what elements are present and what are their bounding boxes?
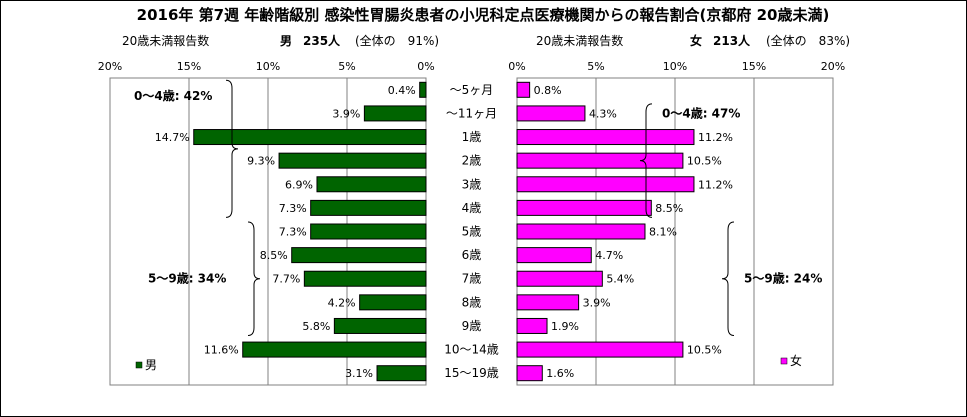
male-bar [419,81,427,98]
male-bar [310,223,427,240]
male-data-label: 0.4% [388,84,416,97]
category-label: 6歳 [462,248,482,262]
female-data-label: 3.9% [583,296,611,309]
female-data-label: 5.4% [606,273,634,286]
female-data-label: 4.7% [595,249,623,262]
male-x-tick-label: 0% [417,60,434,73]
male-bracket-label-5-9: 5～9歳: 34% [148,271,226,286]
female-header-count: 213人 [713,33,751,48]
male-data-label: 14.7% [155,131,190,144]
male-x-tick-label: 5% [338,60,355,73]
male-data-label: 3.1% [345,367,373,380]
category-label: 9歳 [462,319,482,333]
male-bar [333,317,427,334]
male-data-label: 4.2% [328,296,356,309]
male-bar [291,247,427,264]
female-bracket-label-0-4: 0～4歳: 47% [662,105,740,120]
male-bar [303,270,427,287]
female-x-tick-label: 20% [821,60,845,73]
female-bracket-5-9 [721,221,735,336]
male-x-tick-label: 15% [177,60,201,73]
category-label: 8歳 [462,295,482,309]
female-data-label: 1.6% [546,367,574,380]
male-data-label: 9.3% [247,155,275,168]
female-data-label: 8.1% [649,226,677,239]
male-data-label: 5.8% [302,320,330,333]
chart-title: 2016年 第7週 年齢階級別 感染性胃腸炎患者の小児科定点医療機関からの報告割… [137,6,830,24]
female-x-tick-label: 10% [663,60,687,73]
female-bar [516,81,531,98]
female-bracket-label-5-9: 5～9歳: 24% [744,271,822,286]
male-header-metric: 20歳未満報告数 [122,33,209,48]
female-bar [516,152,684,169]
female-bar [516,247,592,264]
male-bar [193,129,427,146]
female-bar [516,199,652,216]
category-label: 15～19歳 [444,366,499,380]
male-data-label: 11.6% [204,344,239,357]
female-bar [516,365,543,382]
female-legend-label: 女 [790,353,802,368]
male-data-label: 6.9% [285,178,313,191]
female-bar [516,105,586,122]
female-bar [516,270,603,287]
male-x-tick-label: 10% [256,60,280,73]
male-data-label: 7.7% [272,273,300,286]
category-label: 7歳 [462,272,482,286]
male-x-tick-label: 20% [98,60,122,73]
category-label: ～11ヶ月 [446,106,497,120]
male-data-label: 8.5% [260,249,288,262]
male-bar [316,176,427,193]
female-data-label: 1.9% [551,320,579,333]
female-data-label: 4.3% [589,107,617,120]
category-label: 3歳 [462,177,482,191]
male-bracket-5-9 [247,221,261,336]
female-header-metric: 20歳未満報告数 [536,33,623,48]
female-header-share: (全体の 83%) [766,33,850,48]
category-label: 4歳 [462,201,482,215]
male-bracket-0-4 [225,79,239,218]
female-bar [516,294,580,311]
female-data-label: 11.2% [698,178,733,191]
male-header-share: (全体の 91%) [355,33,439,48]
female-bar [516,129,695,146]
category-label: ～5ヶ月 [450,83,494,97]
category-label: 2歳 [462,154,482,168]
male-header-sex: 男 [280,34,292,48]
category-label: 10～14歳 [444,343,499,357]
male-header-count: 235人 [303,33,341,48]
female-data-label: 11.2% [698,131,733,144]
female-bar [516,176,695,193]
female-data-label: 10.5% [687,344,722,357]
female-x-tick-label: 0% [508,60,525,73]
female-x-tick-label: 15% [742,60,766,73]
female-bar [516,341,684,358]
male-data-label: 7.3% [279,226,307,239]
female-data-label: 10.5% [687,155,722,168]
male-bar [310,199,427,216]
female-legend-swatch [780,357,788,365]
female-bar [516,223,646,240]
male-legend-swatch [135,361,143,369]
female-data-label: 8.5% [655,202,683,215]
female-header-sex: 女 [690,33,702,48]
male-bracket-label-0-4: 0～4歳: 42% [134,88,212,103]
male-bar [363,105,427,122]
category-label: 5歳 [462,225,482,239]
category-label: 1歳 [462,130,482,144]
female-data-label: 0.8% [534,84,562,97]
female-bracket-0-4 [639,103,653,218]
male-bar [359,294,427,311]
male-data-label: 3.9% [332,107,360,120]
male-bar [278,152,427,169]
female-bar [516,317,548,334]
chart-layer: 20% 15% 10% 5% 0% 0% 5% 10% 15% 20% ～5ヶ月 ～11ヶ月 1歳 2歳 3… [98,60,845,386]
male-bar [242,341,427,358]
female-x-tick-label: 5% [587,60,604,73]
male-bar [376,365,427,382]
male-data-label: 7.3% [279,202,307,215]
male-legend-label: 男 [145,358,157,372]
